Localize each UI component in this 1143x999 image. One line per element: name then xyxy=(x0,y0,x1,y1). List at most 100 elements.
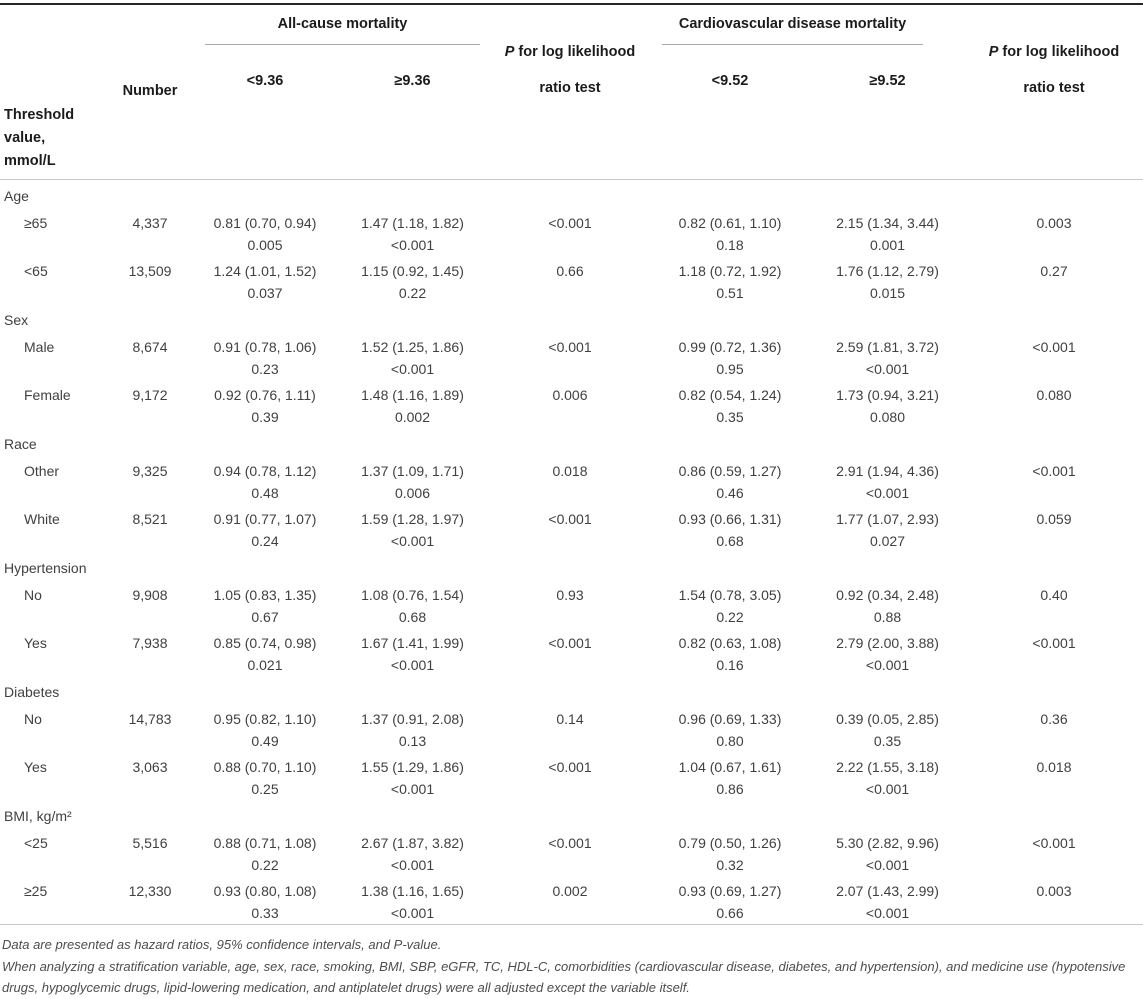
column-header-cvd-p-llr: P for log likelihood ratio test xyxy=(965,4,1143,180)
table-row: <65 13,509 1.24 (1.01, 1.52) 0.037 1.15 (0.9… xyxy=(0,256,1143,304)
column-header-number: Number xyxy=(122,83,178,99)
table-row: White 8,521 0.91 (0.77, 1.07) 0.24 1.59 (1.2… xyxy=(0,504,1143,552)
cvd-below-hr-cell: 0.86 (0.59, 1.27) 0.46 xyxy=(678,463,782,501)
cvd-below-hr-cell: 0.82 (0.54, 1.24) 0.35 xyxy=(678,387,782,425)
table-header: Threshold value, mmol/L Number All-cause… xyxy=(0,4,1143,180)
section-row: Diabetes xyxy=(0,676,1143,704)
cvd-llr-p-cell: 0.018 xyxy=(1036,759,1072,775)
row-label-cell: <65 xyxy=(24,263,48,279)
allcause-below-hr-cell: 0.91 (0.77, 1.07) 0.24 xyxy=(213,511,317,549)
cvd-below-hr-cell: 0.82 (0.63, 1.08) 0.16 xyxy=(678,635,782,673)
allcause-below-hr-cell: 0.93 (0.80, 1.08) 0.33 xyxy=(213,883,317,921)
allcause-below-hr-cell: 0.88 (0.70, 1.10) 0.25 xyxy=(213,759,317,797)
row-label-cell: Yes xyxy=(24,759,47,775)
number-cell: 7,938 xyxy=(132,635,168,651)
table-row: Female 9,172 0.92 (0.76, 1.11) 0.39 1.48 (1.… xyxy=(0,380,1143,428)
cvd-above-hr-cell: 2.59 (1.81, 3.72) <0.001 xyxy=(836,339,939,377)
section-row: Age xyxy=(0,179,1143,208)
cvd-above-hr-cell: 1.76 (1.12, 2.79) 0.015 xyxy=(836,263,939,301)
number-cell: 9,325 xyxy=(132,463,168,479)
stratified-analysis-table: Threshold value, mmol/L Number All-cause… xyxy=(0,3,1143,925)
cvd-llr-p-cell: <0.001 xyxy=(1032,835,1076,851)
footnote-presentation: Data are presented as hazard ratios, 95%… xyxy=(2,937,442,952)
table-row: <25 5,516 0.88 (0.71, 1.08) 0.22 2.67 (1.87,… xyxy=(0,828,1143,876)
number-cell: 8,521 xyxy=(132,511,168,527)
allcause-llr-p-cell: <0.001 xyxy=(548,835,592,851)
allcause-below-hr-cell: 0.95 (0.82, 1.10) 0.49 xyxy=(213,711,317,749)
allcause-llr-p-cell: 0.93 xyxy=(556,587,584,603)
group-header-allcause-mortality: All-cause mortality xyxy=(195,4,490,47)
number-cell: 9,908 xyxy=(132,587,168,603)
allcause-llr-p-cell: <0.001 xyxy=(548,339,592,355)
cvd-llr-p-cell: 0.080 xyxy=(1036,387,1072,403)
cvd-below-hr-cell: 0.96 (0.69, 1.33) 0.80 xyxy=(678,711,782,749)
allcause-above-hr-cell: 2.67 (1.87, 3.82) <0.001 xyxy=(361,835,464,873)
row-label-cell: ≥65 xyxy=(24,215,48,231)
table-row: Yes 3,063 0.88 (0.70, 1.10) 0.25 1.55 (1.29,… xyxy=(0,752,1143,800)
allcause-below-hr-cell: 0.85 (0.74, 0.98) 0.021 xyxy=(213,635,317,673)
cvd-below-hr-cell: 0.93 (0.69, 1.27) 0.66 xyxy=(678,883,782,921)
number-cell: 9,172 xyxy=(132,387,168,403)
allcause-above-hr-cell: 1.55 (1.29, 1.86) <0.001 xyxy=(361,759,464,797)
cvd-above-hr-cell: 2.79 (2.00, 3.88) <0.001 xyxy=(836,635,939,673)
cvd-above-hr-cell: 2.91 (1.94, 4.36) <0.001 xyxy=(836,463,939,501)
section-label: Hypertension xyxy=(4,560,87,576)
cvd-below-hr-cell: 0.99 (0.72, 1.36) 0.95 xyxy=(678,339,782,377)
row-label-cell: ≥25 xyxy=(24,883,48,899)
allcause-above-hr-cell: 1.52 (1.25, 1.86) <0.001 xyxy=(361,339,464,377)
cvd-above-hr-cell: 5.30 (2.82, 9.96) <0.001 xyxy=(836,835,939,873)
cvd-below-hr-cell: 0.82 (0.61, 1.10) 0.18 xyxy=(678,215,782,253)
column-header-cvd-above-threshold: ≥9.52 xyxy=(869,73,906,89)
table-body: Age ≥65 4,337 0.81 (0.70, 0.94) 0.005 1.47 (1… xyxy=(0,179,1143,925)
row-label-cell: Other xyxy=(24,463,60,479)
row-label-cell: Female xyxy=(24,387,71,403)
allcause-llr-p-cell: <0.001 xyxy=(548,215,592,231)
allcause-llr-p-cell: <0.001 xyxy=(548,635,592,651)
column-header-allcause-p-llr: P for log likelihood ratio test xyxy=(490,4,650,180)
row-label-cell: No xyxy=(24,587,42,603)
number-cell: 12,330 xyxy=(128,883,172,899)
section-row: Hypertension xyxy=(0,552,1143,580)
allcause-below-hr-cell: 0.91 (0.78, 1.06) 0.23 xyxy=(213,339,317,377)
number-cell: 13,509 xyxy=(128,263,172,279)
allcause-above-hr-cell: 1.47 (1.18, 1.82) <0.001 xyxy=(361,215,464,253)
allcause-above-hr-cell: 1.08 (0.76, 1.54) 0.68 xyxy=(361,587,464,625)
allcause-llr-p-cell: 0.018 xyxy=(552,463,588,479)
table-row: ≥25 12,330 0.93 (0.80, 1.08) 0.33 1.38 (1.16… xyxy=(0,876,1143,925)
allcause-below-hr-cell: 0.92 (0.76, 1.11) 0.39 xyxy=(214,387,316,425)
row-label-cell: Male xyxy=(24,339,55,355)
allcause-above-hr-cell: 1.48 (1.16, 1.89) 0.002 xyxy=(361,387,464,425)
table-row: Other 9,325 0.94 (0.78, 1.12) 0.48 1.37 (1.0… xyxy=(0,456,1143,504)
section-row: Race xyxy=(0,428,1143,456)
cvd-above-hr-cell: 1.73 (0.94, 3.21) 0.080 xyxy=(836,387,939,425)
cvd-below-hr-cell: 0.93 (0.66, 1.31) 0.68 xyxy=(678,511,782,549)
section-label: Age xyxy=(0,179,1143,208)
number-cell: 14,783 xyxy=(128,711,172,727)
allcause-llr-p-cell: <0.001 xyxy=(548,759,592,775)
cvd-below-hr-cell: 1.54 (0.78, 3.05) 0.22 xyxy=(678,587,782,625)
cvd-llr-p-cell: <0.001 xyxy=(1032,463,1076,479)
p-llr-line1: P for log likelihood xyxy=(988,44,1120,60)
cvd-llr-p-cell: 0.36 xyxy=(1040,711,1068,727)
p-llr-line2: ratio test xyxy=(1023,80,1085,96)
allcause-below-hr-cell: 0.94 (0.78, 1.12) 0.48 xyxy=(213,463,317,501)
cvd-below-hr-cell: 1.18 (0.72, 1.92) 0.51 xyxy=(678,263,782,301)
cvd-above-hr-cell: 2.07 (1.43, 2.99) <0.001 xyxy=(836,883,939,921)
section-label: BMI, kg/m² xyxy=(4,808,72,824)
section-label: Sex xyxy=(4,312,29,328)
cvd-above-hr-cell: 0.39 (0.05, 2.85) 0.35 xyxy=(836,711,939,749)
number-cell: 3,063 xyxy=(132,759,168,775)
table-row: No 14,783 0.95 (0.82, 1.10) 0.49 1.37 (0.91,… xyxy=(0,704,1143,752)
cvd-below-hr-cell: 1.04 (0.67, 1.61) 0.86 xyxy=(678,759,782,797)
p-llr-line1: P for log likelihood xyxy=(504,44,636,60)
allcause-above-hr-cell: 1.15 (0.92, 1.45) 0.22 xyxy=(361,263,464,301)
table-row: Yes 7,938 0.85 (0.74, 0.98) 0.021 1.67 (1.41… xyxy=(0,628,1143,676)
column-header-allcause-below-threshold: <9.36 xyxy=(246,73,284,89)
footnote-adjustment: When analyzing a stratification variable… xyxy=(2,958,1126,996)
cvd-llr-p-cell: 0.27 xyxy=(1040,263,1068,279)
cvd-llr-p-cell: <0.001 xyxy=(1032,635,1076,651)
row-label-cell: Yes xyxy=(24,635,47,651)
cvd-above-hr-cell: 0.92 (0.34, 2.48) 0.88 xyxy=(836,587,939,625)
allcause-llr-p-cell: 0.14 xyxy=(556,711,584,727)
cvd-above-hr-cell: 2.22 (1.55, 3.18) <0.001 xyxy=(836,759,939,797)
